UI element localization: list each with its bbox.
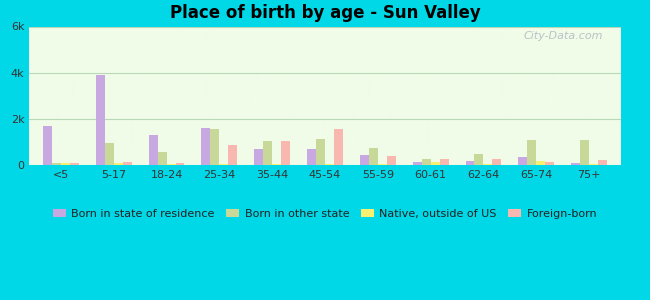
Title: Place of birth by age - Sun Valley: Place of birth by age - Sun Valley bbox=[170, 4, 480, 22]
Bar bbox=[105, 143, 114, 165]
Bar bbox=[518, 157, 527, 165]
Bar bbox=[123, 162, 132, 165]
Bar bbox=[422, 159, 431, 165]
Bar bbox=[387, 156, 396, 165]
Bar bbox=[149, 135, 157, 165]
Bar bbox=[589, 164, 598, 165]
Bar bbox=[316, 139, 325, 165]
Bar bbox=[580, 140, 589, 165]
Bar bbox=[334, 129, 343, 165]
Bar bbox=[61, 163, 70, 165]
Bar bbox=[360, 155, 369, 165]
Legend: Born in state of residence, Born in other state, Native, outside of US, Foreign-: Born in state of residence, Born in othe… bbox=[48, 204, 602, 223]
Bar bbox=[202, 128, 211, 165]
Bar bbox=[545, 162, 554, 165]
Bar bbox=[114, 163, 123, 165]
Bar bbox=[157, 152, 166, 165]
Bar bbox=[325, 164, 334, 165]
Bar bbox=[43, 126, 52, 165]
Bar bbox=[96, 75, 105, 165]
Bar bbox=[431, 162, 439, 165]
Bar bbox=[166, 164, 176, 165]
Bar bbox=[571, 163, 580, 165]
Bar bbox=[527, 140, 536, 165]
Bar bbox=[439, 159, 448, 165]
Bar bbox=[474, 154, 484, 165]
Bar bbox=[272, 164, 281, 165]
Bar bbox=[211, 129, 219, 165]
Bar bbox=[536, 160, 545, 165]
Bar bbox=[281, 141, 290, 165]
Bar bbox=[228, 146, 237, 165]
Bar bbox=[465, 160, 474, 165]
Bar bbox=[598, 160, 607, 165]
Bar bbox=[369, 148, 378, 165]
Bar bbox=[52, 163, 61, 165]
Bar bbox=[219, 164, 228, 165]
Bar bbox=[176, 163, 185, 165]
Bar bbox=[307, 149, 316, 165]
Bar bbox=[254, 149, 263, 165]
Bar bbox=[493, 159, 501, 165]
Bar bbox=[484, 164, 493, 165]
Bar bbox=[70, 163, 79, 165]
Bar bbox=[413, 162, 422, 165]
Text: City-Data.com: City-Data.com bbox=[523, 31, 603, 41]
Bar bbox=[263, 141, 272, 165]
Bar bbox=[378, 164, 387, 165]
